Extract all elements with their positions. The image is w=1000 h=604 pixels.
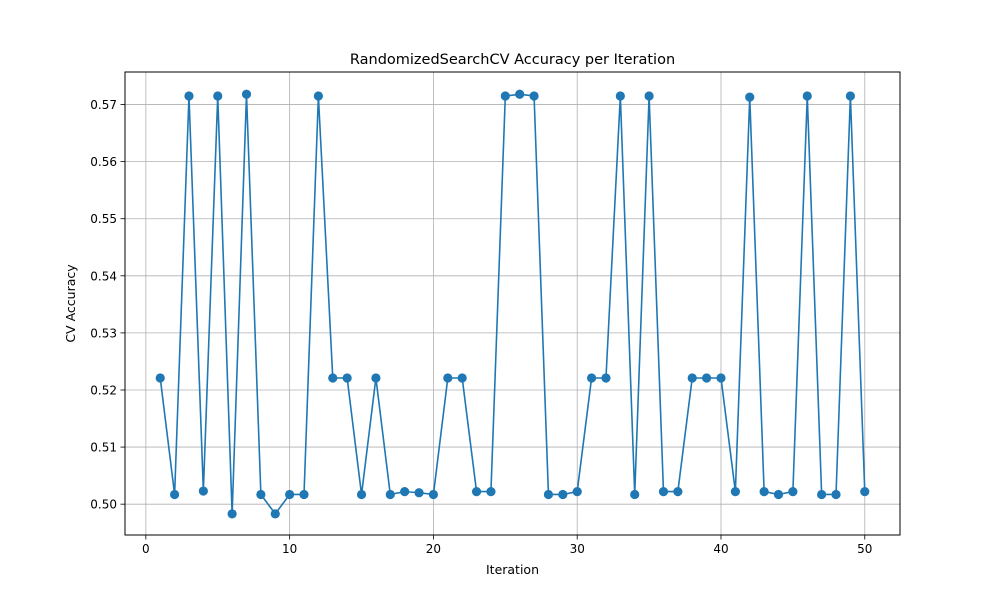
data-point (342, 373, 352, 383)
data-point (831, 489, 841, 500)
data-point (471, 487, 482, 497)
data-point (730, 487, 740, 497)
data-point (673, 487, 683, 497)
x-tick-label: 20 (426, 542, 441, 556)
chart-title: RandomizedSearchCV Accuracy per Iteratio… (350, 52, 675, 68)
data-point (270, 509, 280, 519)
y-tick-label: 0.56 (90, 155, 117, 169)
data-point (457, 373, 467, 383)
data-point (198, 486, 208, 496)
y-tick-label: 0.52 (90, 383, 117, 397)
data-point (745, 92, 755, 102)
series-layer (155, 89, 870, 519)
x-tick-label: 0 (142, 542, 150, 556)
data-point (817, 489, 827, 500)
data-point (601, 373, 611, 383)
data-point (414, 488, 424, 498)
data-point (241, 89, 252, 99)
data-point (702, 373, 712, 383)
data-point (285, 489, 295, 500)
data-point (328, 373, 338, 383)
data-point (630, 489, 640, 500)
data-point (860, 487, 870, 497)
data-point (155, 373, 165, 383)
data-point (845, 91, 855, 101)
x-tick-label: 30 (570, 542, 585, 556)
y-tick-label: 0.53 (90, 326, 117, 340)
data-point (256, 489, 266, 500)
data-point (385, 489, 395, 500)
plot-frame (124, 71, 901, 536)
y-tick-label: 0.51 (90, 441, 117, 455)
data-point (716, 373, 726, 383)
data-point (486, 487, 496, 497)
data-point (313, 91, 323, 101)
data-point (356, 489, 367, 500)
y-tick-label: 0.54 (90, 269, 117, 283)
x-tick-label: 40 (713, 542, 728, 556)
data-point (428, 489, 439, 500)
x-tick-label: 50 (857, 542, 872, 556)
data-point (299, 489, 309, 500)
data-point (227, 509, 237, 519)
data-point (644, 91, 654, 101)
data-point (759, 487, 769, 497)
grid-lines (125, 72, 900, 535)
data-point (615, 91, 625, 101)
data-point (213, 91, 223, 101)
data-point (170, 489, 180, 500)
y-tick-label: 0.57 (90, 98, 117, 112)
y-tick-label: 0.50 (90, 498, 117, 512)
y-axis-label: CV Accuracy (63, 264, 78, 343)
data-point (802, 91, 812, 101)
data-point (687, 373, 697, 383)
data-point (558, 489, 568, 500)
data-point (773, 489, 784, 500)
x-axis-label: Iteration (486, 562, 539, 577)
data-point (500, 91, 510, 101)
data-point (788, 487, 798, 497)
x-axis-ticks: 0 10 20 30 40 50 (142, 535, 872, 556)
data-point (371, 373, 381, 383)
data-point (586, 373, 597, 383)
data-point (515, 89, 525, 99)
data-point (443, 373, 453, 383)
x-tick-label: 10 (282, 542, 297, 556)
y-tick-label: 0.55 (90, 212, 117, 226)
y-axis-ticks: 0.50 0.51 0.52 0.53 0.54 0.55 0.56 0.57 (90, 98, 125, 512)
data-point (543, 489, 554, 500)
data-point (529, 91, 539, 101)
data-point (658, 487, 669, 497)
data-point (572, 487, 582, 497)
data-point (184, 91, 194, 101)
data-point (400, 487, 410, 497)
